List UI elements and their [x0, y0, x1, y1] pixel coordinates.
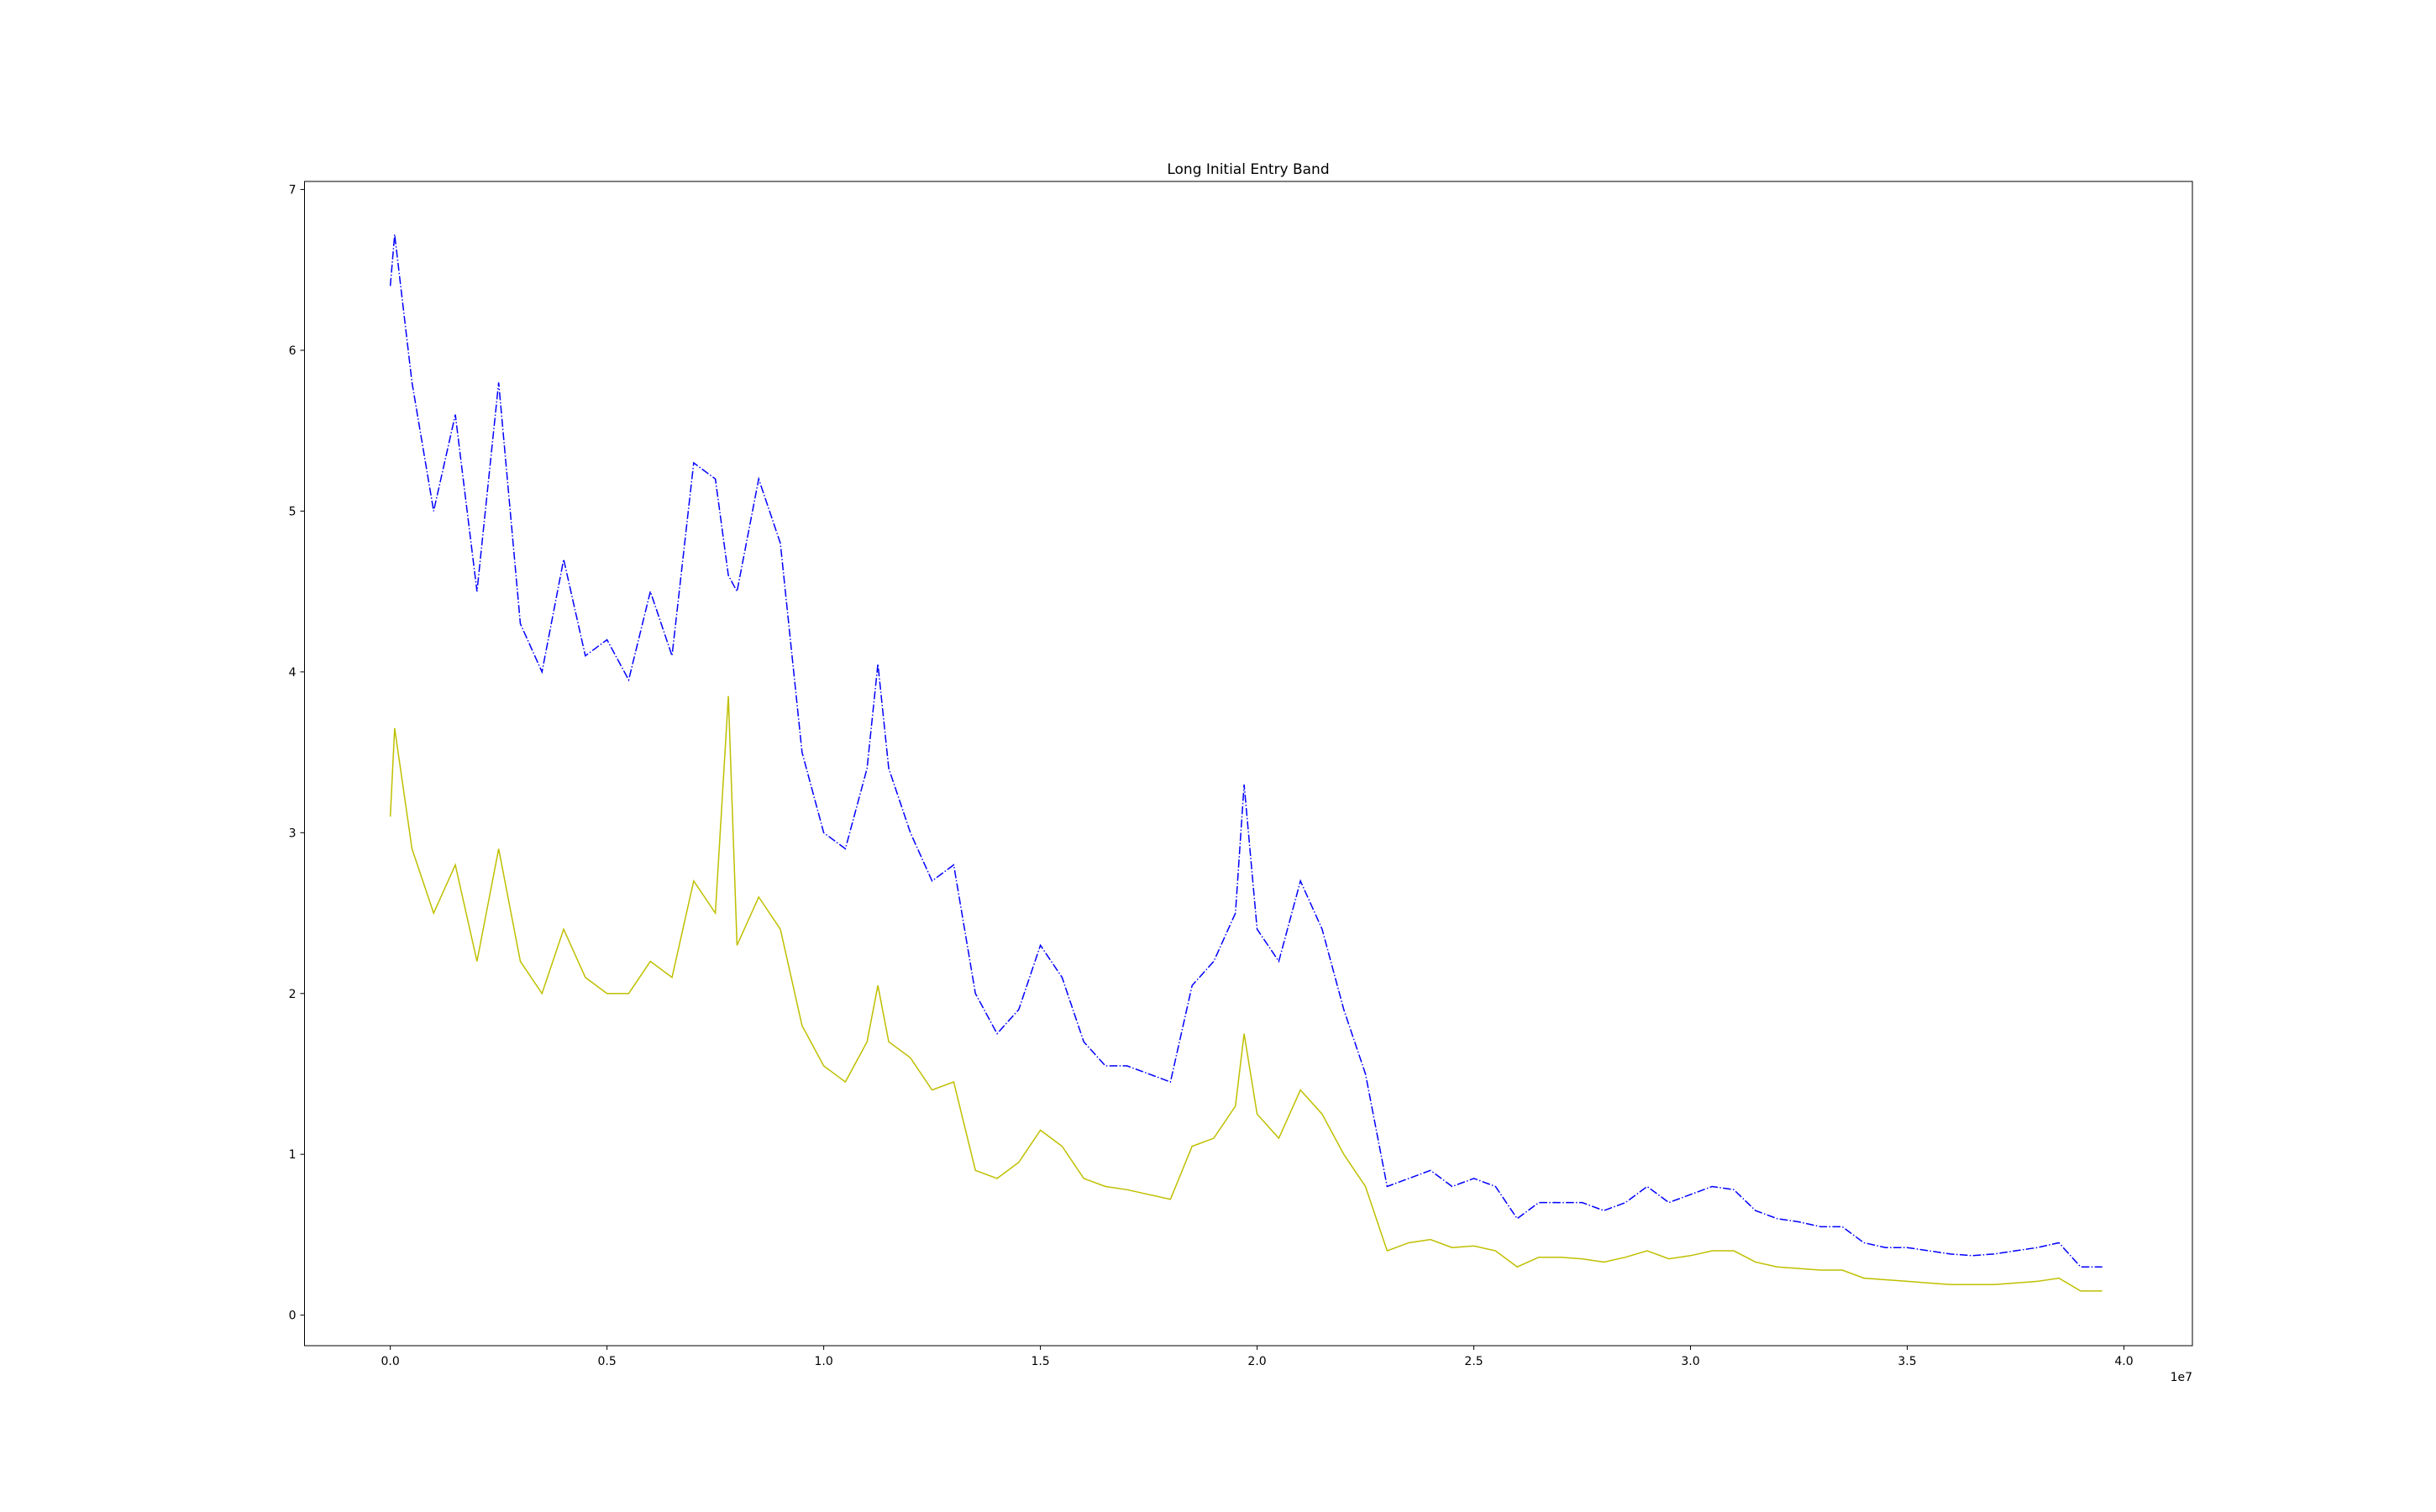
y-tick-label: 1 [289, 1148, 297, 1162]
y-tick-label: 7 [289, 184, 297, 197]
y-tick-label: 0 [289, 1310, 297, 1323]
x-tick-label: 1.5 [1031, 1355, 1049, 1368]
x-tick-label: 2.5 [1464, 1355, 1483, 1368]
y-tick-label: 5 [289, 505, 297, 518]
y-tick-label: 2 [289, 988, 297, 1001]
x-tick-label: 1.0 [814, 1355, 832, 1368]
data-line [389, 696, 2103, 1292]
x-tick-label: 0.5 [598, 1355, 617, 1368]
plot-frame [304, 181, 2193, 1347]
x-tick-label: 3.0 [1681, 1355, 1699, 1368]
x-offset-label: 1e7 [2171, 1371, 2192, 1384]
x-tick-label: 3.5 [1898, 1355, 1916, 1368]
chart-title: Long Initial Entry Band [1167, 161, 1329, 178]
data-line [389, 234, 2103, 1268]
x-tick-label: 0.0 [381, 1355, 400, 1368]
y-tick-label: 3 [289, 827, 297, 840]
x-tick-label: 4.0 [2114, 1355, 2133, 1368]
x-tick-label: 2.0 [1247, 1355, 1266, 1368]
y-tick-label: 6 [289, 344, 297, 358]
y-tick-label: 4 [289, 666, 297, 680]
